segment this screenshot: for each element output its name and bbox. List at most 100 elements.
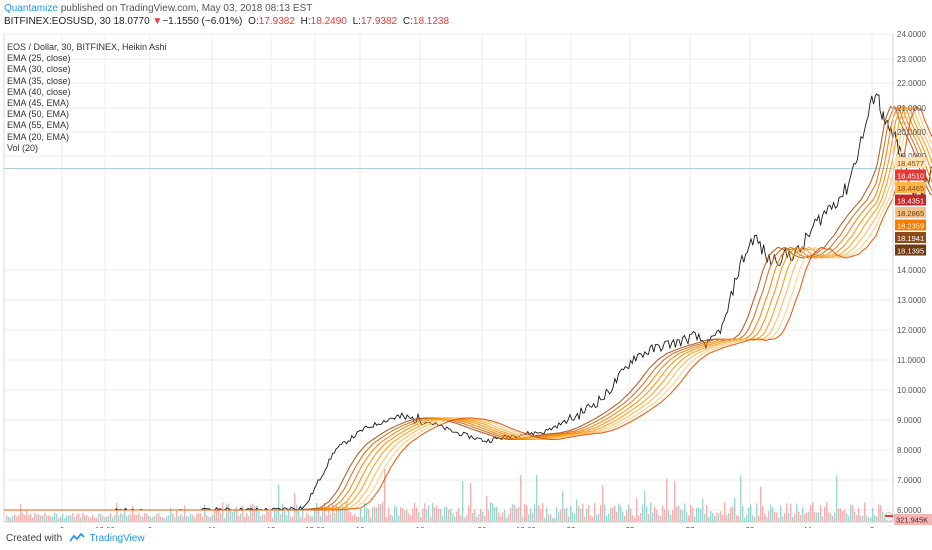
x-tick-label: 6	[60, 526, 65, 528]
volume-bar	[734, 497, 736, 522]
legend-ema-40[interactable]: EMA (40, close)	[7, 86, 71, 97]
legend-ema-25[interactable]: EMA (25, close)	[7, 53, 71, 64]
volume-bar	[132, 506, 134, 522]
tradingview-brand[interactable]: TradingView	[89, 533, 145, 544]
price-tag-bg	[895, 182, 926, 193]
volume-bar	[850, 504, 852, 522]
volume-bar	[454, 516, 456, 522]
volume-bar	[206, 514, 208, 522]
volume-bar	[324, 502, 326, 522]
low-value: 17.9382	[360, 16, 398, 27]
volume-bar	[434, 507, 436, 522]
x-axis[interactable]: 6 12:00 9 11 13 12:00 16 18 20 12:00 23 25 27 29 May 3	[4, 521, 893, 528]
y-axis[interactable]: 24.0000 23.0000 22.0000 21.0000 20.0000 19.00…	[892, 30, 932, 525]
volume-bar	[308, 514, 310, 522]
legend-volume[interactable]: Vol (20)	[7, 142, 39, 153]
volume-bar	[840, 508, 842, 522]
x-tick-label: 25	[626, 526, 635, 528]
volume-bar	[356, 516, 358, 522]
x-tick-label: 29	[746, 526, 755, 528]
volume-bar	[232, 512, 234, 522]
volume-bar	[546, 507, 548, 522]
volume-bar	[776, 512, 778, 522]
volume-bar	[338, 506, 340, 522]
legend-ema-55[interactable]: EMA (55, EMA)	[7, 120, 70, 131]
legend-ema-50[interactable]: EMA (50, EMA)	[7, 109, 70, 120]
volume-bar	[368, 509, 370, 522]
indicator-legend: EOS / Dollar, 30, BITFINEX, Heikin Ashi …	[7, 42, 167, 154]
y-tick-label: 6.0000	[897, 506, 922, 515]
volume-bar	[686, 512, 688, 522]
legend-ema-35[interactable]: EMA (35, close)	[7, 75, 71, 86]
volume-bar	[674, 480, 676, 522]
volume-bar	[754, 517, 756, 522]
volume-bar	[184, 505, 186, 522]
volume-bar	[242, 505, 244, 522]
volume-bar	[826, 502, 828, 522]
volume-bar	[170, 507, 172, 522]
volume-bar	[646, 506, 648, 522]
volume-bar	[56, 513, 58, 522]
close-value: 18.1238	[412, 16, 450, 27]
volume-bar	[574, 513, 576, 522]
author-link[interactable]: Quantamize	[4, 3, 58, 14]
legend-ema-30[interactable]: EMA (30, close)	[7, 64, 71, 75]
footer: Created with TradingView	[0, 528, 932, 550]
legend-ema-45[interactable]: EMA (45, EMA)	[7, 98, 70, 109]
high-label: H:	[300, 16, 311, 27]
volume-bar	[284, 511, 286, 522]
y-tick-label: 21.0000	[897, 104, 926, 113]
price-tag-bg	[895, 232, 926, 243]
down-arrow-icon: ▼	[152, 16, 163, 27]
y-tick-label: 13.0000	[897, 296, 926, 305]
y-tick-label: 12.0000	[897, 326, 926, 335]
volume-bar	[602, 485, 604, 522]
volume-bar	[290, 516, 292, 522]
volume-bar	[410, 515, 412, 522]
volume-bar	[816, 512, 818, 522]
volume-bar	[560, 509, 562, 522]
x-tick-label: 18	[416, 526, 425, 528]
volume-bar	[462, 481, 464, 522]
volume-bar	[748, 507, 750, 522]
volume-bar	[164, 517, 166, 522]
volume-bar	[702, 498, 704, 522]
volume-bar	[330, 514, 332, 522]
volume-bar	[764, 513, 766, 522]
volume-bar	[278, 484, 280, 522]
volume-bar	[306, 512, 308, 522]
volume-bar	[724, 502, 726, 522]
price-tag: 18.1395	[895, 244, 926, 256]
volume-bar	[418, 512, 420, 522]
volume-bar	[618, 503, 620, 522]
volume-bar	[78, 513, 80, 522]
volume-bar	[626, 510, 628, 522]
price-chart[interactable]: 24.0000 23.0000 22.0000 21.0000 20.0000 19.00…	[0, 30, 932, 528]
volume-bar	[548, 514, 550, 522]
volume-bar	[158, 512, 160, 522]
open-label: O:	[248, 16, 259, 27]
volume-bar	[588, 505, 590, 522]
volume-bar	[672, 510, 674, 522]
volume-bar	[658, 515, 660, 522]
volume-bar	[464, 517, 466, 522]
volume-bar	[504, 509, 506, 522]
volume-bar	[82, 513, 84, 522]
volume-bar	[790, 503, 792, 522]
price-tag: 18.2865	[895, 207, 926, 218]
legend-ema-20[interactable]: EMA (20, EMA)	[7, 131, 70, 142]
volume-bar	[682, 510, 684, 522]
volume-bar	[168, 515, 170, 522]
volume-bar	[126, 515, 128, 522]
volume-bar	[822, 516, 824, 522]
volume-bar	[650, 502, 652, 522]
price-tag-bg	[895, 219, 926, 231]
volume-bar	[490, 502, 492, 522]
volume-bar	[262, 514, 264, 522]
volume-bar	[796, 503, 798, 522]
volume-bar	[298, 507, 300, 522]
volume-bar	[676, 506, 678, 522]
volume-bar	[474, 509, 476, 522]
volume-bar	[466, 515, 468, 522]
volume-bar	[502, 512, 504, 522]
